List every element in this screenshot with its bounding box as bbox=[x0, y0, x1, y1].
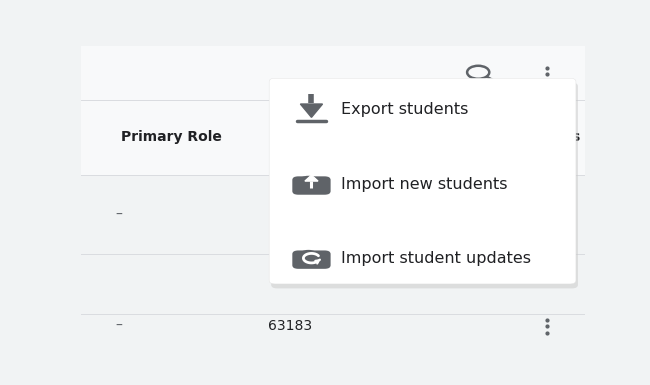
Text: 63183: 63183 bbox=[268, 319, 313, 333]
Text: Primary Role: Primary Role bbox=[122, 130, 222, 144]
Polygon shape bbox=[300, 104, 322, 117]
Text: Import new students: Import new students bbox=[341, 177, 507, 192]
FancyBboxPatch shape bbox=[292, 176, 331, 195]
Text: s: s bbox=[572, 130, 580, 144]
FancyBboxPatch shape bbox=[269, 78, 576, 284]
Circle shape bbox=[298, 176, 318, 187]
Text: Export students: Export students bbox=[341, 102, 468, 117]
Text: –: – bbox=[116, 319, 122, 333]
Text: –: – bbox=[116, 208, 122, 222]
Bar bbox=[81, 46, 585, 100]
Text: Import student updates: Import student updates bbox=[341, 251, 530, 266]
FancyBboxPatch shape bbox=[271, 83, 578, 288]
Circle shape bbox=[298, 250, 318, 262]
Bar bbox=[81, 100, 585, 175]
Polygon shape bbox=[305, 175, 318, 181]
FancyBboxPatch shape bbox=[292, 251, 331, 269]
